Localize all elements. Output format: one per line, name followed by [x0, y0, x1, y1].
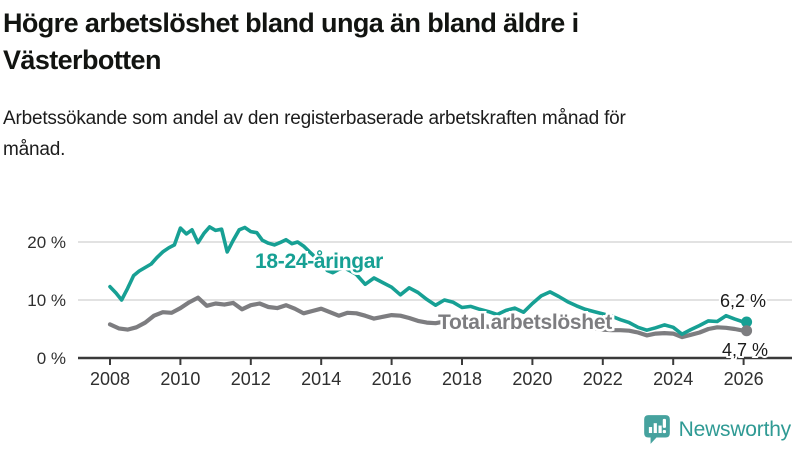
series-end-dot-youth — [741, 316, 753, 328]
series-end-value-total: 4,7 % — [722, 340, 768, 360]
x-axis-tick-label: 2018 — [442, 369, 482, 389]
newsworthy-logo-text: Newsworthy — [678, 417, 792, 441]
series-end-dot-total — [741, 325, 753, 337]
x-axis-tick-label: 2026 — [724, 369, 764, 389]
chart-header: Högre arbetslöshet bland unga än bland ä… — [3, 5, 723, 165]
series-end-value-youth: 6,2 % — [720, 291, 766, 311]
series-line-total — [107, 295, 746, 340]
x-axis-tick-label: 2020 — [512, 369, 552, 389]
newsworthy-logo-icon — [643, 415, 670, 444]
x-axis-tick-label: 2014 — [301, 369, 341, 389]
x-axis-tick-label: 2022 — [583, 369, 623, 389]
y-axis-tick-label: 10 % — [27, 291, 66, 310]
y-axis-tick-label: 0 % — [37, 349, 66, 368]
series-label-total: Total arbetslöshet — [438, 311, 612, 334]
x-axis-tick-label: 2012 — [231, 369, 271, 389]
series-line-youth — [108, 225, 746, 336]
x-axis-tick-label: 2016 — [372, 369, 412, 389]
series-label-youth: 18-24-åringar — [255, 250, 383, 273]
newsworthy-logo: Newsworthy — [643, 414, 791, 445]
x-axis-tick-label: 2008 — [90, 369, 130, 389]
x-axis-tick-label: 2010 — [160, 369, 200, 389]
page-title: Högre arbetslöshet bland unga än bland ä… — [3, 8, 579, 75]
page-subtitle: Arbetssökande som andel av den registerb… — [3, 108, 626, 160]
x-axis-tick-label: 2024 — [653, 369, 693, 389]
y-axis-tick-label: 20 % — [27, 233, 66, 252]
